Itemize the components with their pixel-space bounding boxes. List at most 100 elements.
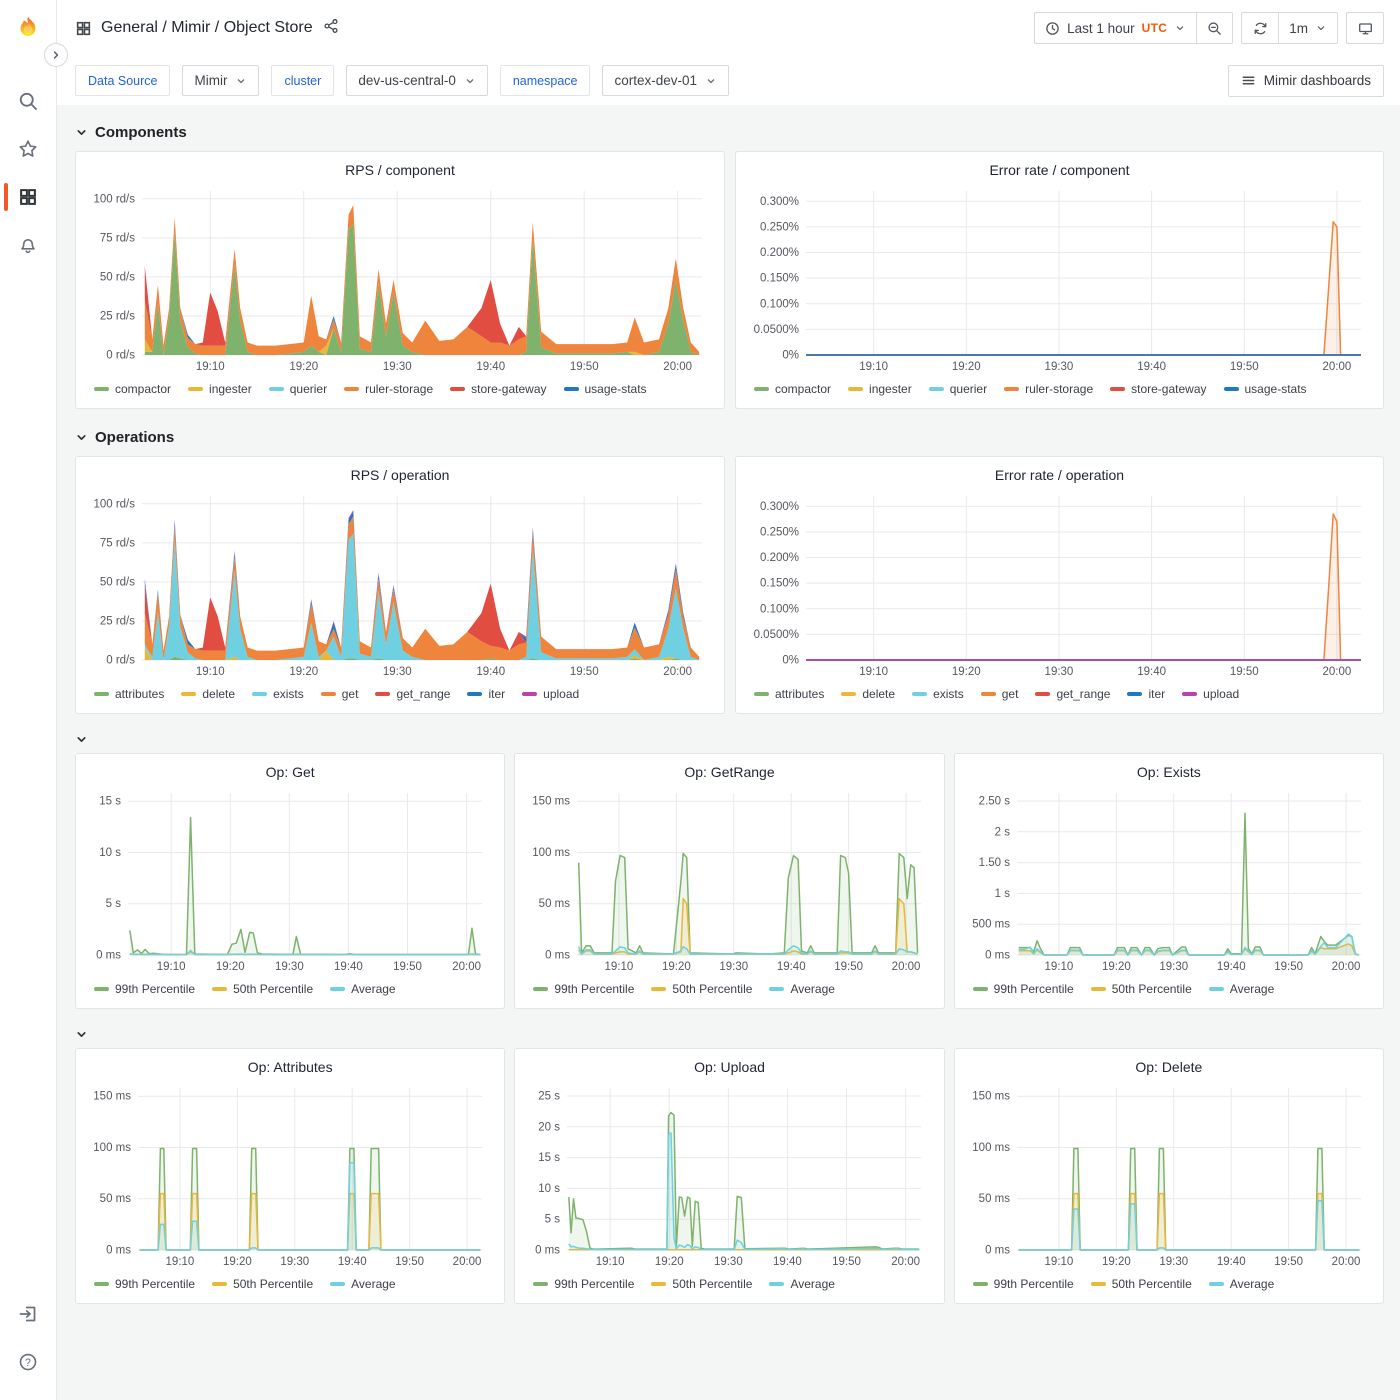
legend-item[interactable]: upload bbox=[522, 687, 579, 701]
legend-item[interactable]: 50th Percentile bbox=[651, 982, 752, 996]
chart-op-delete[interactable]: 0 ms 50 ms 100 ms 150 ms 19:10 19:20 19:30 19:4… bbox=[965, 1080, 1373, 1270]
chart-error-rate-operation[interactable]: 0% 0.0500% 0.100% 0.150% 0.200% 0.250% 0.300% 1… bbox=[746, 488, 1373, 680]
sidebar-item-sign-in[interactable] bbox=[0, 1290, 56, 1338]
legend: 99th Percentile 50th Percentile Average bbox=[525, 1270, 933, 1298]
chart-op-get[interactable]: 0 ms 5 s 10 s 15 s 19:10 19:20 19:30 19:40 19:50… bbox=[86, 785, 494, 975]
sidebar-item-dashboards[interactable] bbox=[0, 173, 56, 221]
legend-item[interactable]: attributes bbox=[754, 687, 824, 701]
legend-item[interactable]: 99th Percentile bbox=[533, 982, 634, 996]
legend-item[interactable]: Average bbox=[769, 1277, 835, 1291]
legend-item[interactable]: Average bbox=[769, 982, 835, 996]
time-range-picker[interactable]: Last 1 hour UTC bbox=[1035, 13, 1196, 43]
panel-title[interactable]: Error rate / component bbox=[989, 162, 1130, 178]
section-header-row-collapsed-1[interactable] bbox=[75, 727, 1384, 751]
legend-item[interactable]: 99th Percentile bbox=[972, 1277, 1074, 1291]
chart-op-exists[interactable]: 0 ms 500 ms 1 s 1.50 s 2 s 2.50 s 19:10 19:20 19… bbox=[965, 785, 1373, 975]
legend-item[interactable]: delete bbox=[181, 687, 235, 701]
legend-item[interactable]: ruler-storage bbox=[344, 382, 433, 396]
legend-item[interactable]: 50th Percentile bbox=[1090, 982, 1192, 996]
legend-item[interactable]: ingester bbox=[848, 382, 912, 396]
svg-text:19:50: 19:50 bbox=[570, 666, 599, 678]
legend-item[interactable]: exists bbox=[252, 687, 304, 701]
panel-op-get: Op: Get 0 ms 5 s 10 s 15 s 19:10 19:20 19:30 19… bbox=[75, 753, 506, 1009]
legend-item[interactable]: 50th Percentile bbox=[212, 1277, 313, 1291]
legend-item[interactable]: attributes bbox=[94, 687, 164, 701]
share-button[interactable] bbox=[323, 18, 339, 39]
share-icon bbox=[324, 18, 338, 33]
chart-rps-operation[interactable]: 0 rd/s 25 rd/s 50 rd/s 75 rd/s 100 rd/s 19:10… bbox=[86, 488, 714, 680]
panel-title[interactable]: Op: GetRange bbox=[684, 764, 775, 780]
legend-item[interactable]: Average bbox=[330, 1277, 396, 1291]
sidebar-item-help[interactable]: ? bbox=[0, 1338, 56, 1386]
sidebar-item-alerting[interactable] bbox=[0, 221, 56, 269]
svg-text:19:50: 19:50 bbox=[395, 1256, 424, 1268]
section-header-operations[interactable]: Operations bbox=[75, 422, 1384, 452]
legend-swatch bbox=[972, 1282, 988, 1286]
legend-item[interactable]: 99th Percentile bbox=[533, 1277, 634, 1291]
svg-text:100 ms: 100 ms bbox=[972, 1142, 1010, 1154]
legend-item[interactable]: 50th Percentile bbox=[212, 982, 313, 996]
breadcrumb[interactable]: General / Mimir / Object Store bbox=[75, 19, 313, 37]
legend-item[interactable]: get bbox=[320, 687, 358, 701]
chart-op-attributes[interactable]: 0 ms 50 ms 100 ms 150 ms 19:10 19:20 19:30 19:4… bbox=[86, 1080, 494, 1270]
legend-item[interactable]: compactor bbox=[94, 382, 171, 396]
legend-label: Average bbox=[351, 1277, 396, 1291]
svg-text:0 ms: 0 ms bbox=[535, 1245, 560, 1257]
sidebar-expand-button[interactable] bbox=[44, 43, 68, 67]
legend-item[interactable]: ruler-storage bbox=[1004, 382, 1093, 396]
sidebar-item-search[interactable] bbox=[0, 77, 56, 125]
svg-text:19:40: 19:40 bbox=[1137, 666, 1166, 678]
legend-item[interactable]: usage-stats bbox=[1223, 382, 1307, 396]
sidebar-item-starred[interactable] bbox=[0, 125, 56, 173]
panel-title[interactable]: Op: Delete bbox=[1135, 1059, 1203, 1075]
legend-item[interactable]: querier bbox=[928, 382, 987, 396]
panel-title[interactable]: Op: Exists bbox=[1136, 764, 1201, 780]
zoom-out-button[interactable] bbox=[1196, 13, 1232, 43]
variable-value-namespace[interactable]: cortex-dev-01 bbox=[602, 65, 730, 96]
variable-value-datasource[interactable]: Mimir bbox=[182, 65, 260, 96]
panel-title[interactable]: RPS / operation bbox=[350, 467, 450, 483]
legend-item[interactable]: 50th Percentile bbox=[651, 1277, 752, 1291]
refresh-button[interactable] bbox=[1242, 13, 1278, 43]
panel-title[interactable]: Error rate / operation bbox=[994, 467, 1125, 483]
svg-text:50 ms: 50 ms bbox=[100, 1193, 132, 1205]
legend-item[interactable]: 99th Percentile bbox=[94, 982, 195, 996]
legend-item[interactable]: iter bbox=[1127, 687, 1165, 701]
panel-title[interactable]: RPS / component bbox=[345, 162, 455, 178]
legend-item[interactable]: upload bbox=[1182, 687, 1239, 701]
chart-rps-component[interactable]: 0 rd/s 25 rd/s 50 rd/s 75 rd/s 100 rd/s 19:10… bbox=[86, 183, 714, 375]
panel-title[interactable]: Op: Upload bbox=[694, 1059, 765, 1075]
legend-item[interactable]: get_range bbox=[375, 687, 450, 701]
legend-item[interactable]: compactor bbox=[754, 382, 831, 396]
legend-item[interactable]: exists bbox=[912, 687, 964, 701]
legend-item[interactable]: usage-stats bbox=[563, 382, 647, 396]
chart-op-upload[interactable]: 0 ms 5 s 10 s 15 s 20 s 25 s 19:10 19:20 19:30 19… bbox=[525, 1080, 933, 1270]
legend-item[interactable]: Average bbox=[330, 982, 396, 996]
panel-title[interactable]: Op: Get bbox=[265, 764, 315, 780]
legend-item[interactable]: 99th Percentile bbox=[972, 982, 1074, 996]
mimir-dashboards-button[interactable]: Mimir dashboards bbox=[1227, 64, 1384, 97]
zoom-out-icon bbox=[1208, 21, 1222, 35]
legend-item[interactable]: store-gateway bbox=[450, 382, 547, 396]
legend-item[interactable]: 99th Percentile bbox=[94, 1277, 195, 1291]
panel-title[interactable]: Op: Attributes bbox=[247, 1059, 333, 1075]
legend-item[interactable]: get bbox=[980, 687, 1018, 701]
section-header-row-collapsed-2[interactable] bbox=[75, 1022, 1384, 1046]
chart-error-rate-component[interactable]: 0% 0.0500% 0.100% 0.150% 0.200% 0.250% 0.300% 1… bbox=[746, 183, 1373, 375]
legend-item[interactable]: 50th Percentile bbox=[1090, 1277, 1192, 1291]
grafana-logo[interactable] bbox=[11, 13, 45, 47]
legend-item[interactable]: delete bbox=[841, 687, 895, 701]
kiosk-mode-button[interactable] bbox=[1347, 13, 1383, 43]
refresh-interval-picker[interactable]: 1m bbox=[1278, 13, 1337, 43]
variable-value-cluster[interactable]: dev-us-central-0 bbox=[346, 65, 488, 96]
legend-item[interactable]: Average bbox=[1208, 982, 1274, 996]
legend-item[interactable]: Average bbox=[1208, 1277, 1274, 1291]
section-header-components[interactable]: Components bbox=[75, 117, 1384, 147]
legend-item[interactable]: store-gateway bbox=[1110, 382, 1207, 396]
legend-item[interactable]: iter bbox=[467, 687, 505, 701]
legend-item[interactable]: ingester bbox=[188, 382, 252, 396]
chart-op-getrange[interactable]: 0 ms 50 ms 100 ms 150 ms 19:10 19:20 19:30 19:4… bbox=[525, 785, 933, 975]
legend-item[interactable]: querier bbox=[268, 382, 327, 396]
legend-item[interactable]: get_range bbox=[1035, 687, 1110, 701]
legend-swatch bbox=[1004, 387, 1020, 391]
